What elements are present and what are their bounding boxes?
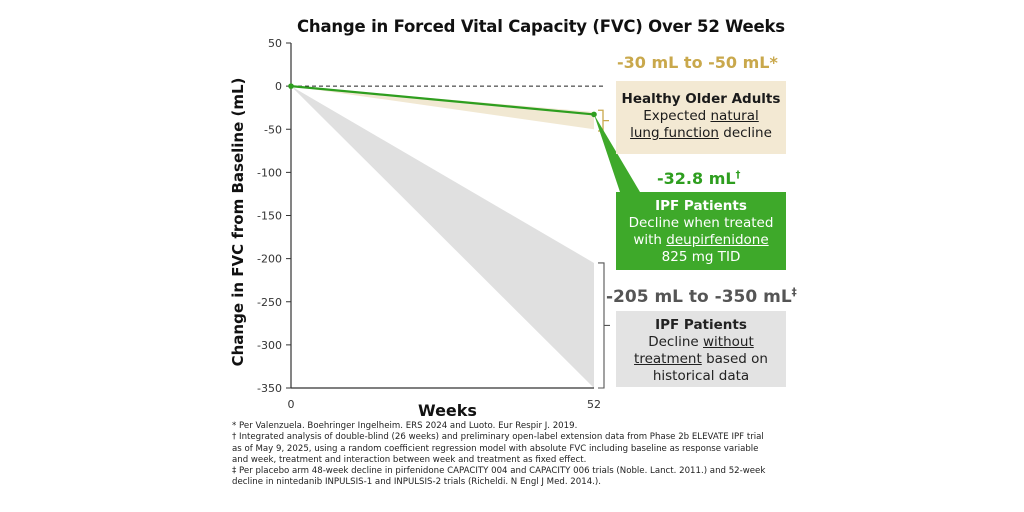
untreated-box-heading: IPF Patients	[655, 317, 747, 333]
treated-text-2: with	[633, 232, 667, 248]
treated-dose: 825 mg TID	[661, 249, 741, 265]
healthy-range-label: -30 mL to -50 mL*	[617, 53, 778, 72]
untreated-text-3: historical data	[652, 368, 750, 384]
data-point	[288, 83, 294, 89]
untreated-text-1: Decline	[648, 334, 703, 350]
y-tick-label: -300	[257, 339, 282, 352]
healthy-text-2: decline	[718, 125, 772, 141]
band-0	[291, 86, 594, 130]
y-tick-label: -250	[257, 296, 282, 309]
footnote: as of May 9, 2025, using a random coeffi…	[232, 443, 759, 454]
treated-ipf-box: IPF Patients Decline when treated with d…	[616, 192, 786, 270]
y-axis-label: Change in FVC from Baseline (mL)	[229, 77, 247, 367]
footnote: ‡ Per placebo arm 48-week decline in pir…	[232, 466, 766, 477]
footnote: and week, treatment and interaction betw…	[232, 454, 587, 465]
y-tick-label: -100	[257, 166, 282, 179]
untreated-underlined-2: treatment	[634, 351, 702, 367]
axes: 50 0 -50 -100 -150 -200 -250 -300 -350 0 52	[257, 37, 601, 411]
x-axis-label: Weeks	[418, 401, 477, 420]
x-tick-label: 0	[288, 398, 295, 411]
y-tick-label: -150	[257, 210, 282, 223]
series	[288, 83, 597, 118]
untreated-range-bracket	[598, 262, 610, 389]
bands	[291, 86, 594, 388]
y-tick-label: -50	[264, 123, 282, 136]
x-tick-label: 52	[587, 398, 601, 411]
series-line	[290, 85, 595, 116]
healthy-adults-box: Healthy Older Adults Expected natural lu…	[616, 81, 786, 154]
treated-box-heading: IPF Patients	[655, 198, 747, 214]
data-point	[591, 111, 597, 118]
footnote: † Integrated analysis of double-blind (2…	[232, 432, 764, 443]
healthy-underlined-text: natural	[710, 108, 759, 124]
y-tick-label: -350	[257, 382, 282, 395]
treated-value-label: -32.8 mL†	[657, 169, 741, 188]
untreated-ipf-box: IPF Patients Decline without treatment b…	[616, 311, 786, 387]
chart-title: Change in Forced Vital Capacity (FVC) Ov…	[297, 17, 785, 36]
untreated-text-2: based on	[701, 351, 768, 367]
healthy-underlined-text-2: lung function	[630, 125, 719, 141]
untreated-range-label: -205 mL to -350 mL‡	[606, 287, 797, 307]
band-1	[291, 86, 594, 388]
footnote: decline in nintedanib INPULSIS-1 and INP…	[232, 477, 601, 488]
y-tick-label: 0	[275, 80, 282, 93]
y-tick-label: -200	[257, 253, 282, 266]
untreated-underlined-1: without	[703, 334, 754, 350]
drug-name: deupirfenidone	[666, 232, 769, 248]
footnotes: * Per Valenzuela. Boehringer Ingelheim. …	[232, 421, 822, 489]
healthy-text: Expected	[643, 108, 711, 124]
healthy-box-heading: Healthy Older Adults	[621, 91, 781, 107]
y-tick-label: 50	[268, 37, 282, 50]
treated-text-1: Decline when treated	[628, 215, 774, 231]
footnote: * Per Valenzuela. Boehringer Ingelheim. …	[232, 421, 578, 431]
